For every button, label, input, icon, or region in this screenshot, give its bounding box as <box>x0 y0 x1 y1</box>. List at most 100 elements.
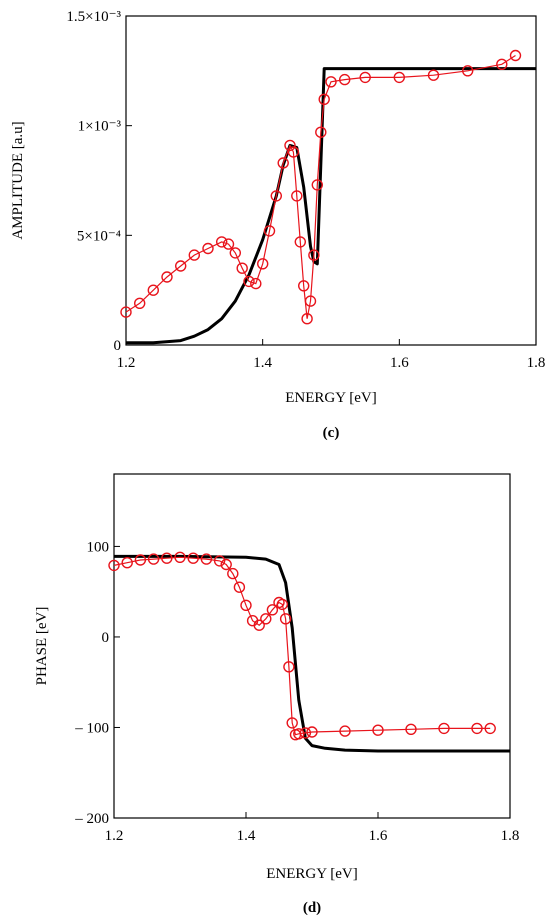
x-tick-label: 1.4 <box>253 355 272 371</box>
data-point <box>227 567 239 580</box>
data-point <box>147 553 160 565</box>
series-layer <box>108 551 510 753</box>
data-point <box>213 555 226 567</box>
data-point <box>301 313 313 325</box>
data-point <box>339 73 351 86</box>
x-tick-label: 1.2 <box>105 828 124 844</box>
series-line-measured <box>125 54 516 319</box>
tick-layer: 1.2 1.4 1.6 1.8 0 5×10⁻⁴ 1×10⁻³ 1.5×10⁻³ <box>66 9 545 371</box>
data-point <box>299 727 312 739</box>
data-point <box>120 306 132 318</box>
panel-label: (c) <box>323 425 340 441</box>
y-tick-label: 100 <box>87 539 110 555</box>
data-point <box>372 724 384 736</box>
data-point <box>359 71 371 84</box>
series-line-theory <box>114 554 510 753</box>
tick-layer: 1.2 1.4 1.6 1.8 100 0 – 100 – 200 <box>74 539 519 844</box>
data-point <box>174 260 187 272</box>
data-point <box>134 554 147 566</box>
data-point <box>233 581 246 593</box>
x-axis-label: ENERGY [eV] <box>266 866 358 882</box>
data-point <box>260 613 272 625</box>
data-point <box>325 76 337 88</box>
y-tick-label: 1×10⁻³ <box>78 119 122 135</box>
data-point <box>270 190 282 202</box>
data-point <box>240 599 252 611</box>
data-point <box>509 49 522 62</box>
data-point <box>427 69 440 81</box>
data-point <box>293 728 305 740</box>
data-point <box>133 297 146 309</box>
y-tick-label: 1.5×10⁻³ <box>66 9 121 25</box>
series-line-theory <box>126 67 536 345</box>
y-tick-label: 5×10⁻⁴ <box>77 228 121 244</box>
data-point <box>108 559 120 572</box>
x-tick-label: 1.6 <box>369 828 388 844</box>
x-tick-label: 1.6 <box>390 355 409 371</box>
data-point <box>298 280 310 292</box>
data-point <box>286 717 298 729</box>
data-point <box>284 139 296 152</box>
x-tick-label: 1.4 <box>237 828 256 844</box>
data-point <box>250 277 262 290</box>
data-point <box>188 249 201 261</box>
data-point <box>287 146 300 158</box>
data-point <box>311 179 323 191</box>
data-point <box>161 271 173 283</box>
data-point <box>438 722 450 735</box>
data-point <box>315 126 327 138</box>
data-point <box>263 225 276 237</box>
plot-frame <box>113 473 511 819</box>
y-tick-label: – 100 <box>74 720 109 736</box>
x-tick-label: 1.2 <box>117 355 136 371</box>
data-point <box>202 242 214 255</box>
data-point <box>405 723 417 735</box>
data-point <box>187 552 199 564</box>
data-point <box>147 284 160 296</box>
data-point <box>243 275 255 288</box>
data-point <box>339 725 351 737</box>
data-point <box>471 722 483 735</box>
data-point <box>462 65 474 77</box>
data-point <box>161 552 173 564</box>
data-point <box>306 726 318 738</box>
data-point <box>277 157 289 169</box>
data-point <box>276 598 288 611</box>
plot-frame <box>125 15 537 346</box>
y-axis-label: AMPLITUDE [a.u] <box>10 121 26 239</box>
panel-label: (d) <box>303 900 321 916</box>
data-point <box>308 249 320 261</box>
data-point <box>200 553 213 565</box>
data-point <box>294 236 306 248</box>
data-point <box>291 190 303 202</box>
data-point <box>253 619 265 631</box>
data-point <box>279 613 292 625</box>
data-point <box>222 238 235 250</box>
series-line-measured <box>113 556 491 736</box>
data-point <box>393 71 405 84</box>
y-tick-label: 0 <box>102 630 110 646</box>
series-layer <box>120 49 536 345</box>
data-point <box>304 295 317 307</box>
data-point <box>496 58 508 71</box>
data-point <box>318 93 330 106</box>
chart-panel-c: 1.2 1.4 1.6 1.8 0 5×10⁻⁴ 1×10⁻³ 1.5×10⁻³ ENERGY… <box>10 9 545 441</box>
data-point <box>484 722 496 735</box>
y-axis-label: PHASE [eV] <box>34 607 50 686</box>
data-point <box>220 558 232 571</box>
data-point <box>121 557 133 569</box>
data-point <box>215 236 228 248</box>
x-axis-label: ENERGY [eV] <box>285 390 377 406</box>
x-tick-label: 1.8 <box>501 828 520 844</box>
data-point <box>229 247 242 259</box>
chart-panel-d: 1.2 1.4 1.6 1.8 100 0 – 100 – 200 ENERGY [eV] P… <box>34 473 519 916</box>
x-tick-label: 1.8 <box>527 355 546 371</box>
data-point <box>283 661 295 673</box>
data-point <box>257 258 269 270</box>
y-tick-label: 0 <box>114 338 122 354</box>
y-tick-label: – 200 <box>74 811 109 827</box>
data-point <box>174 551 186 563</box>
data-point <box>266 604 279 616</box>
data-point <box>236 262 248 274</box>
